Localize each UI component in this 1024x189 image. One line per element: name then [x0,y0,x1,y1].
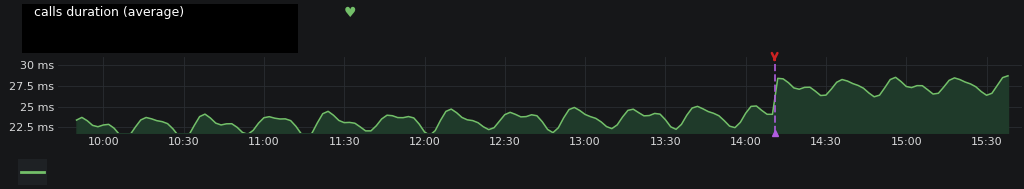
Text: calls duration (average): calls duration (average) [34,6,184,19]
Text: ♥: ♥ [344,6,356,20]
